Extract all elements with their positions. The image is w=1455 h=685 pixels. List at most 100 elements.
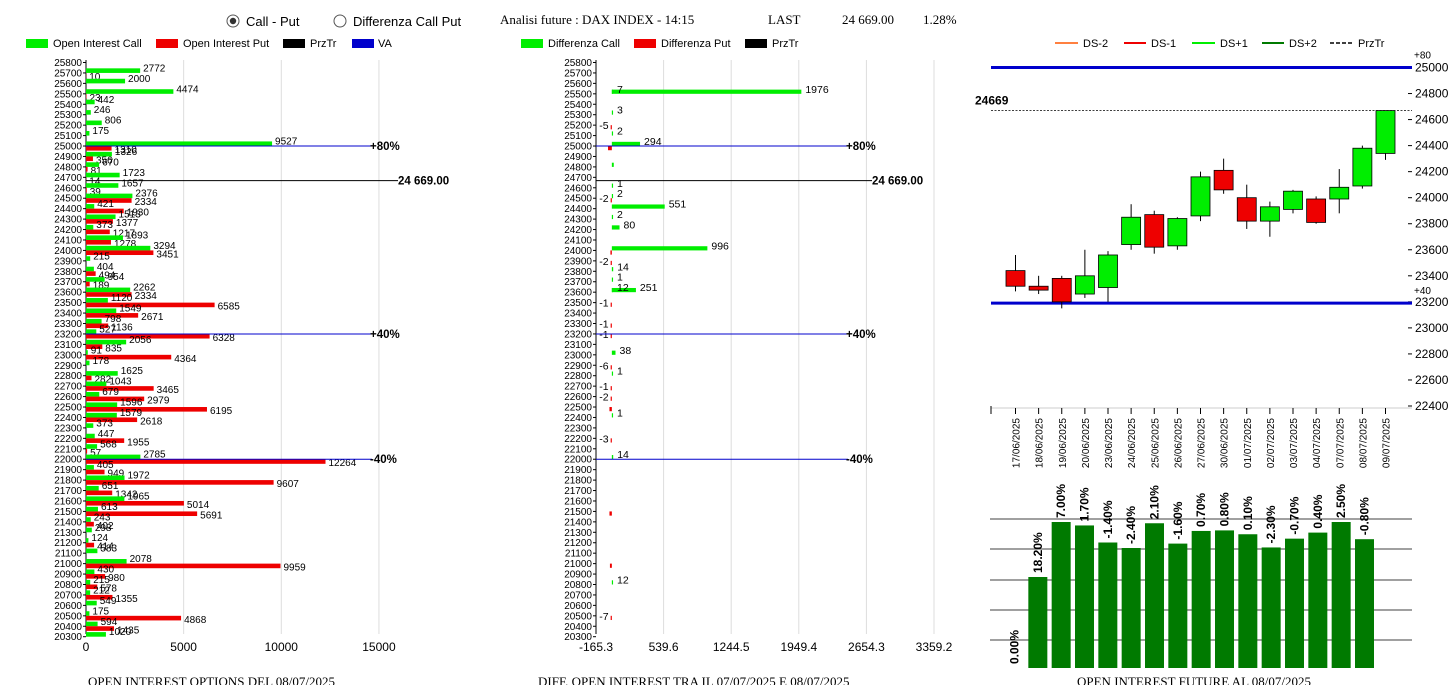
call-bar — [86, 110, 91, 115]
put-value-label: 5691 — [200, 510, 223, 521]
call-value-label: 1513 — [119, 210, 142, 221]
legend-candles: DS-2 DS-1 DS+1 DS+2 PrzTr — [1055, 38, 1385, 50]
put-bar — [86, 542, 95, 548]
diff-put-bar — [609, 511, 612, 516]
call-value-label: 246 — [94, 105, 111, 116]
diff-value-label: -3 — [599, 433, 608, 445]
put-value-label: 2334 — [135, 291, 158, 302]
call-value-label: 2772 — [143, 63, 166, 74]
put-bar — [86, 229, 110, 235]
diff-call-bar — [611, 580, 614, 585]
strike-label: 24300 — [54, 215, 82, 226]
strike-label: 24000 — [54, 246, 82, 257]
call-bar — [86, 78, 126, 84]
strike-label: 25200 — [54, 121, 82, 132]
put-value-label: 1377 — [116, 218, 139, 229]
diff-value-label: -2 — [599, 256, 608, 268]
legend-label-ds+1: DS+1 — [1220, 38, 1248, 50]
diff-value-label: 2 — [617, 209, 623, 221]
strike-label: 25700 — [54, 68, 82, 79]
future-bar — [1098, 542, 1118, 668]
radio-call-put[interactable]: Call - Put — [226, 14, 300, 29]
call-bar — [86, 454, 141, 460]
future-bar — [1355, 539, 1374, 668]
diff-value-label: -2 — [599, 193, 608, 205]
call-bar — [86, 475, 125, 481]
call-value-label: 373 — [96, 418, 113, 429]
call-value-label: 679 — [102, 387, 119, 398]
put-bar — [86, 448, 88, 454]
put-bar — [86, 333, 210, 339]
y-tick-label: 23600 — [1415, 243, 1449, 257]
y-tick-label: 24000 — [1415, 191, 1449, 205]
put-bar — [86, 407, 207, 412]
call-bar — [86, 391, 100, 397]
call-bar — [86, 579, 91, 585]
candle-body — [1144, 214, 1165, 248]
date-label: 26/06/2025 — [1173, 418, 1184, 468]
call-value-label: 2056 — [129, 335, 152, 346]
call-value-label: 1020 — [109, 627, 132, 638]
call-bar — [86, 371, 118, 376]
call-value-label: 1657 — [121, 178, 144, 189]
diff-call-bar — [611, 455, 614, 460]
strike-label: 22000 — [564, 455, 592, 466]
x-tick-label: 1949.4 — [780, 640, 817, 654]
diff-value-label: 1976 — [805, 84, 829, 96]
put-value-label: 949 — [108, 469, 125, 480]
legend-swatch-diff-przt — [745, 39, 767, 48]
strike-label: 23300 — [564, 319, 592, 330]
diff-value-label: 1 — [617, 272, 623, 284]
put-value-label: 1310 — [115, 145, 138, 156]
put-bar — [86, 563, 281, 569]
legend-diff: Differenza Call Differenza Put PrzTr — [521, 38, 799, 50]
put-value-label: 2671 — [141, 312, 164, 323]
radio-differenza-label: Differenza Call Put — [353, 14, 462, 29]
diff-call-bar — [611, 183, 614, 188]
legend-label-diff-przt: PrzTr — [772, 38, 799, 50]
future-bar — [1075, 525, 1094, 668]
strike-label: 25200 — [564, 121, 592, 132]
chart1-title: OPEN INTEREST OPTIONS DEL 08/07/2025 — [88, 674, 335, 685]
strike-label: 20700 — [54, 590, 82, 601]
diff-put-bar — [610, 365, 612, 370]
call-bar — [86, 141, 273, 147]
call-value-label: 1972 — [128, 471, 151, 482]
candle-body — [1259, 206, 1280, 222]
radio-differenza[interactable]: Differenza Call Put — [333, 14, 462, 29]
y-tick-label: 23800 — [1415, 217, 1449, 231]
date-label: 23/06/2025 — [1104, 418, 1115, 468]
diff-value-label: 3 — [617, 105, 623, 117]
strike-label: 25500 — [564, 89, 592, 100]
future-bar — [1028, 577, 1048, 668]
strike-label: 22100 — [54, 444, 82, 455]
put-value-label: 2334 — [135, 197, 158, 208]
diff-value-label: 14 — [617, 261, 629, 273]
strike-label: 23600 — [54, 288, 82, 299]
put-bar — [86, 354, 172, 360]
put-bar — [86, 500, 184, 506]
call-value-label: 651 — [102, 481, 119, 492]
diff-put-bar — [610, 323, 612, 328]
diff-put-bar — [610, 386, 612, 391]
call-bar — [86, 266, 94, 272]
put-bar — [86, 166, 88, 172]
date-label: 24/06/2025 — [1127, 418, 1138, 468]
strike-label: 22900 — [564, 361, 592, 372]
call-bar — [86, 496, 125, 501]
future-bar — [1121, 548, 1141, 668]
put-bar — [86, 208, 124, 214]
strike-label: 25700 — [564, 68, 592, 79]
call-value-label: 175 — [92, 126, 109, 137]
strike-label: 21400 — [54, 517, 82, 528]
put-value-label: 402 — [97, 521, 114, 532]
call-bar — [86, 308, 117, 314]
strike-label: 24300 — [564, 215, 592, 226]
strike-label: 22700 — [54, 382, 82, 393]
strike-label: 23400 — [54, 309, 82, 320]
future-bar — [1331, 522, 1351, 668]
diff-value-label: 996 — [711, 240, 729, 252]
diff-put-bar — [610, 260, 612, 266]
diff-call-bar — [611, 413, 614, 418]
strike-label: 24200 — [54, 225, 82, 236]
